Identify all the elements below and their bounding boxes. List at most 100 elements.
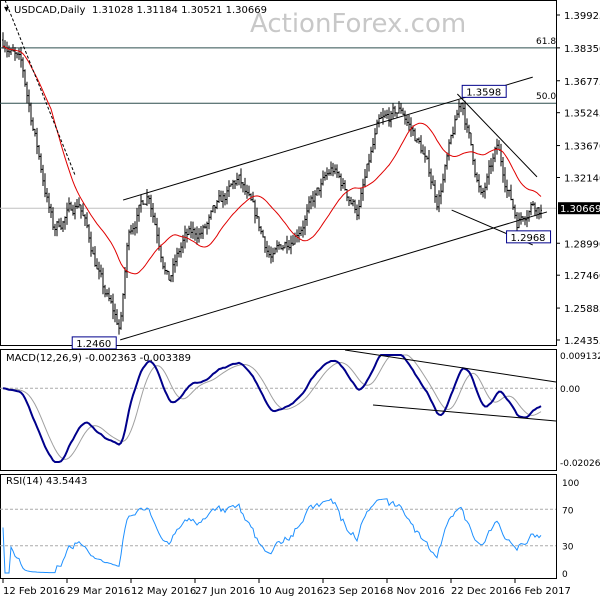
ohlc-bar	[432, 175, 434, 186]
ohlc-bar	[88, 224, 90, 243]
date-tick-label: 8 Nov 2016	[387, 586, 445, 597]
ohlc-bar	[196, 226, 198, 245]
macd-tick-label: 0.009132	[560, 352, 600, 362]
rsi-label: RSI(14) 43.5443	[6, 476, 87, 487]
date-tick-label: 6 Feb 2017	[515, 586, 571, 597]
ohlc-bar	[284, 241, 286, 249]
ohlc-bar	[332, 162, 334, 177]
ohlc-bar	[352, 199, 354, 207]
ohlc-bar	[208, 214, 210, 230]
ohlc-bar	[94, 246, 96, 267]
ohlc-bar	[214, 205, 216, 214]
ohlc-bar	[520, 212, 522, 225]
ohlc-bar	[166, 269, 168, 275]
ohlc-bar	[292, 234, 294, 246]
ohlc-bar	[336, 164, 338, 178]
ohlc-bar	[118, 319, 120, 335]
ohlc-bar	[536, 207, 538, 219]
ohlc-bar	[176, 247, 178, 267]
ohlc-bar	[134, 221, 136, 236]
ohlc-bar	[48, 192, 50, 213]
ohlc-bar	[224, 192, 226, 206]
ohlc-bar	[428, 149, 430, 177]
ohlc-bar	[470, 132, 472, 146]
ohlc-bar	[170, 275, 172, 283]
ohlc-bar	[440, 183, 442, 205]
ohlc-bar	[138, 204, 140, 222]
ohlc-bar	[514, 204, 516, 219]
price-annotation-label: 1.2968	[511, 233, 546, 244]
rsi-tick-label: 100	[562, 479, 579, 489]
ohlc-bar	[120, 311, 122, 330]
ohlc-bar	[100, 264, 102, 278]
ohlc-bar	[194, 227, 196, 241]
ohlc-bar	[46, 187, 48, 203]
ohlc-bar	[50, 203, 52, 218]
ohlc-bar	[42, 164, 44, 187]
ohlc-bar	[36, 127, 38, 155]
price-tick-label: 1.27460	[564, 271, 600, 282]
ohlc-bar	[192, 221, 194, 239]
ohlc-bar	[154, 212, 156, 226]
ohlc-bar	[372, 138, 374, 153]
price-annotation-box	[461, 84, 507, 98]
ohlc-bar	[434, 179, 436, 203]
ohlc-bar	[254, 199, 256, 224]
price-tick-label: 1.28990	[564, 239, 600, 250]
ohlc-bar	[126, 242, 128, 278]
ohlc-bar	[508, 189, 510, 197]
ohlc-bar	[532, 200, 534, 207]
ohlc-bar	[456, 109, 458, 121]
ohlc-bar	[524, 216, 526, 226]
ohlc-bar	[490, 158, 492, 175]
macd-main-line	[2, 354, 542, 463]
ohlc-bar	[20, 46, 22, 68]
ohlc-bar	[22, 57, 24, 78]
ohlc-bar	[290, 235, 292, 255]
ohlc-bar	[62, 220, 64, 232]
ohlc-bar	[64, 216, 66, 230]
ohlc-bar	[406, 114, 408, 126]
chart-menu-icon[interactable]: ▾	[4, 4, 9, 15]
ohlc-bar	[16, 52, 18, 59]
ohlc-bar	[458, 99, 460, 118]
ohlc-bar	[318, 187, 320, 196]
ohlc-bar	[40, 153, 42, 173]
ohlc-bar	[528, 210, 530, 222]
ohlc-bar	[400, 103, 402, 114]
ohlc-bar	[234, 179, 236, 189]
ohlc-bar	[462, 102, 464, 116]
ohlc-bar	[128, 229, 130, 251]
ohlc-bar	[60, 217, 62, 231]
ohlc-bar	[278, 241, 280, 250]
ohlc-bar	[272, 247, 274, 263]
ohlc-bar	[408, 114, 410, 133]
ohlc-bar	[492, 153, 494, 172]
ohlc-bar	[168, 270, 170, 281]
ohlc-bar	[328, 169, 330, 176]
ohlc-bar	[160, 244, 162, 263]
ohlc-bar	[422, 144, 424, 155]
ohlc-bar	[90, 231, 92, 257]
ohlc-bar	[144, 203, 146, 205]
ohlc-bar	[424, 146, 426, 163]
ohlc-bar	[342, 178, 344, 189]
rsi-panel	[0, 474, 557, 579]
ohlc-bar	[178, 248, 180, 258]
date-tick-label: 12 May 2016	[131, 586, 196, 597]
ohlc-bar	[312, 190, 314, 207]
ohlc-bar	[72, 204, 74, 216]
ohlc-bar	[182, 234, 184, 254]
ohlc-bar	[452, 126, 454, 139]
ohlc-bar	[268, 245, 270, 258]
ohlc-bar	[98, 261, 100, 280]
watermark: ActionForex.com	[250, 9, 466, 39]
ohlc-bar	[330, 161, 332, 176]
ohlc-bar	[436, 194, 438, 211]
ohlc-bar	[70, 201, 72, 211]
ohlc-bar	[212, 205, 214, 213]
ohlc-bar	[8, 45, 10, 58]
ohlc-bar	[262, 229, 264, 238]
ohlc-bar	[396, 112, 398, 118]
ohlc-bar	[534, 202, 536, 217]
